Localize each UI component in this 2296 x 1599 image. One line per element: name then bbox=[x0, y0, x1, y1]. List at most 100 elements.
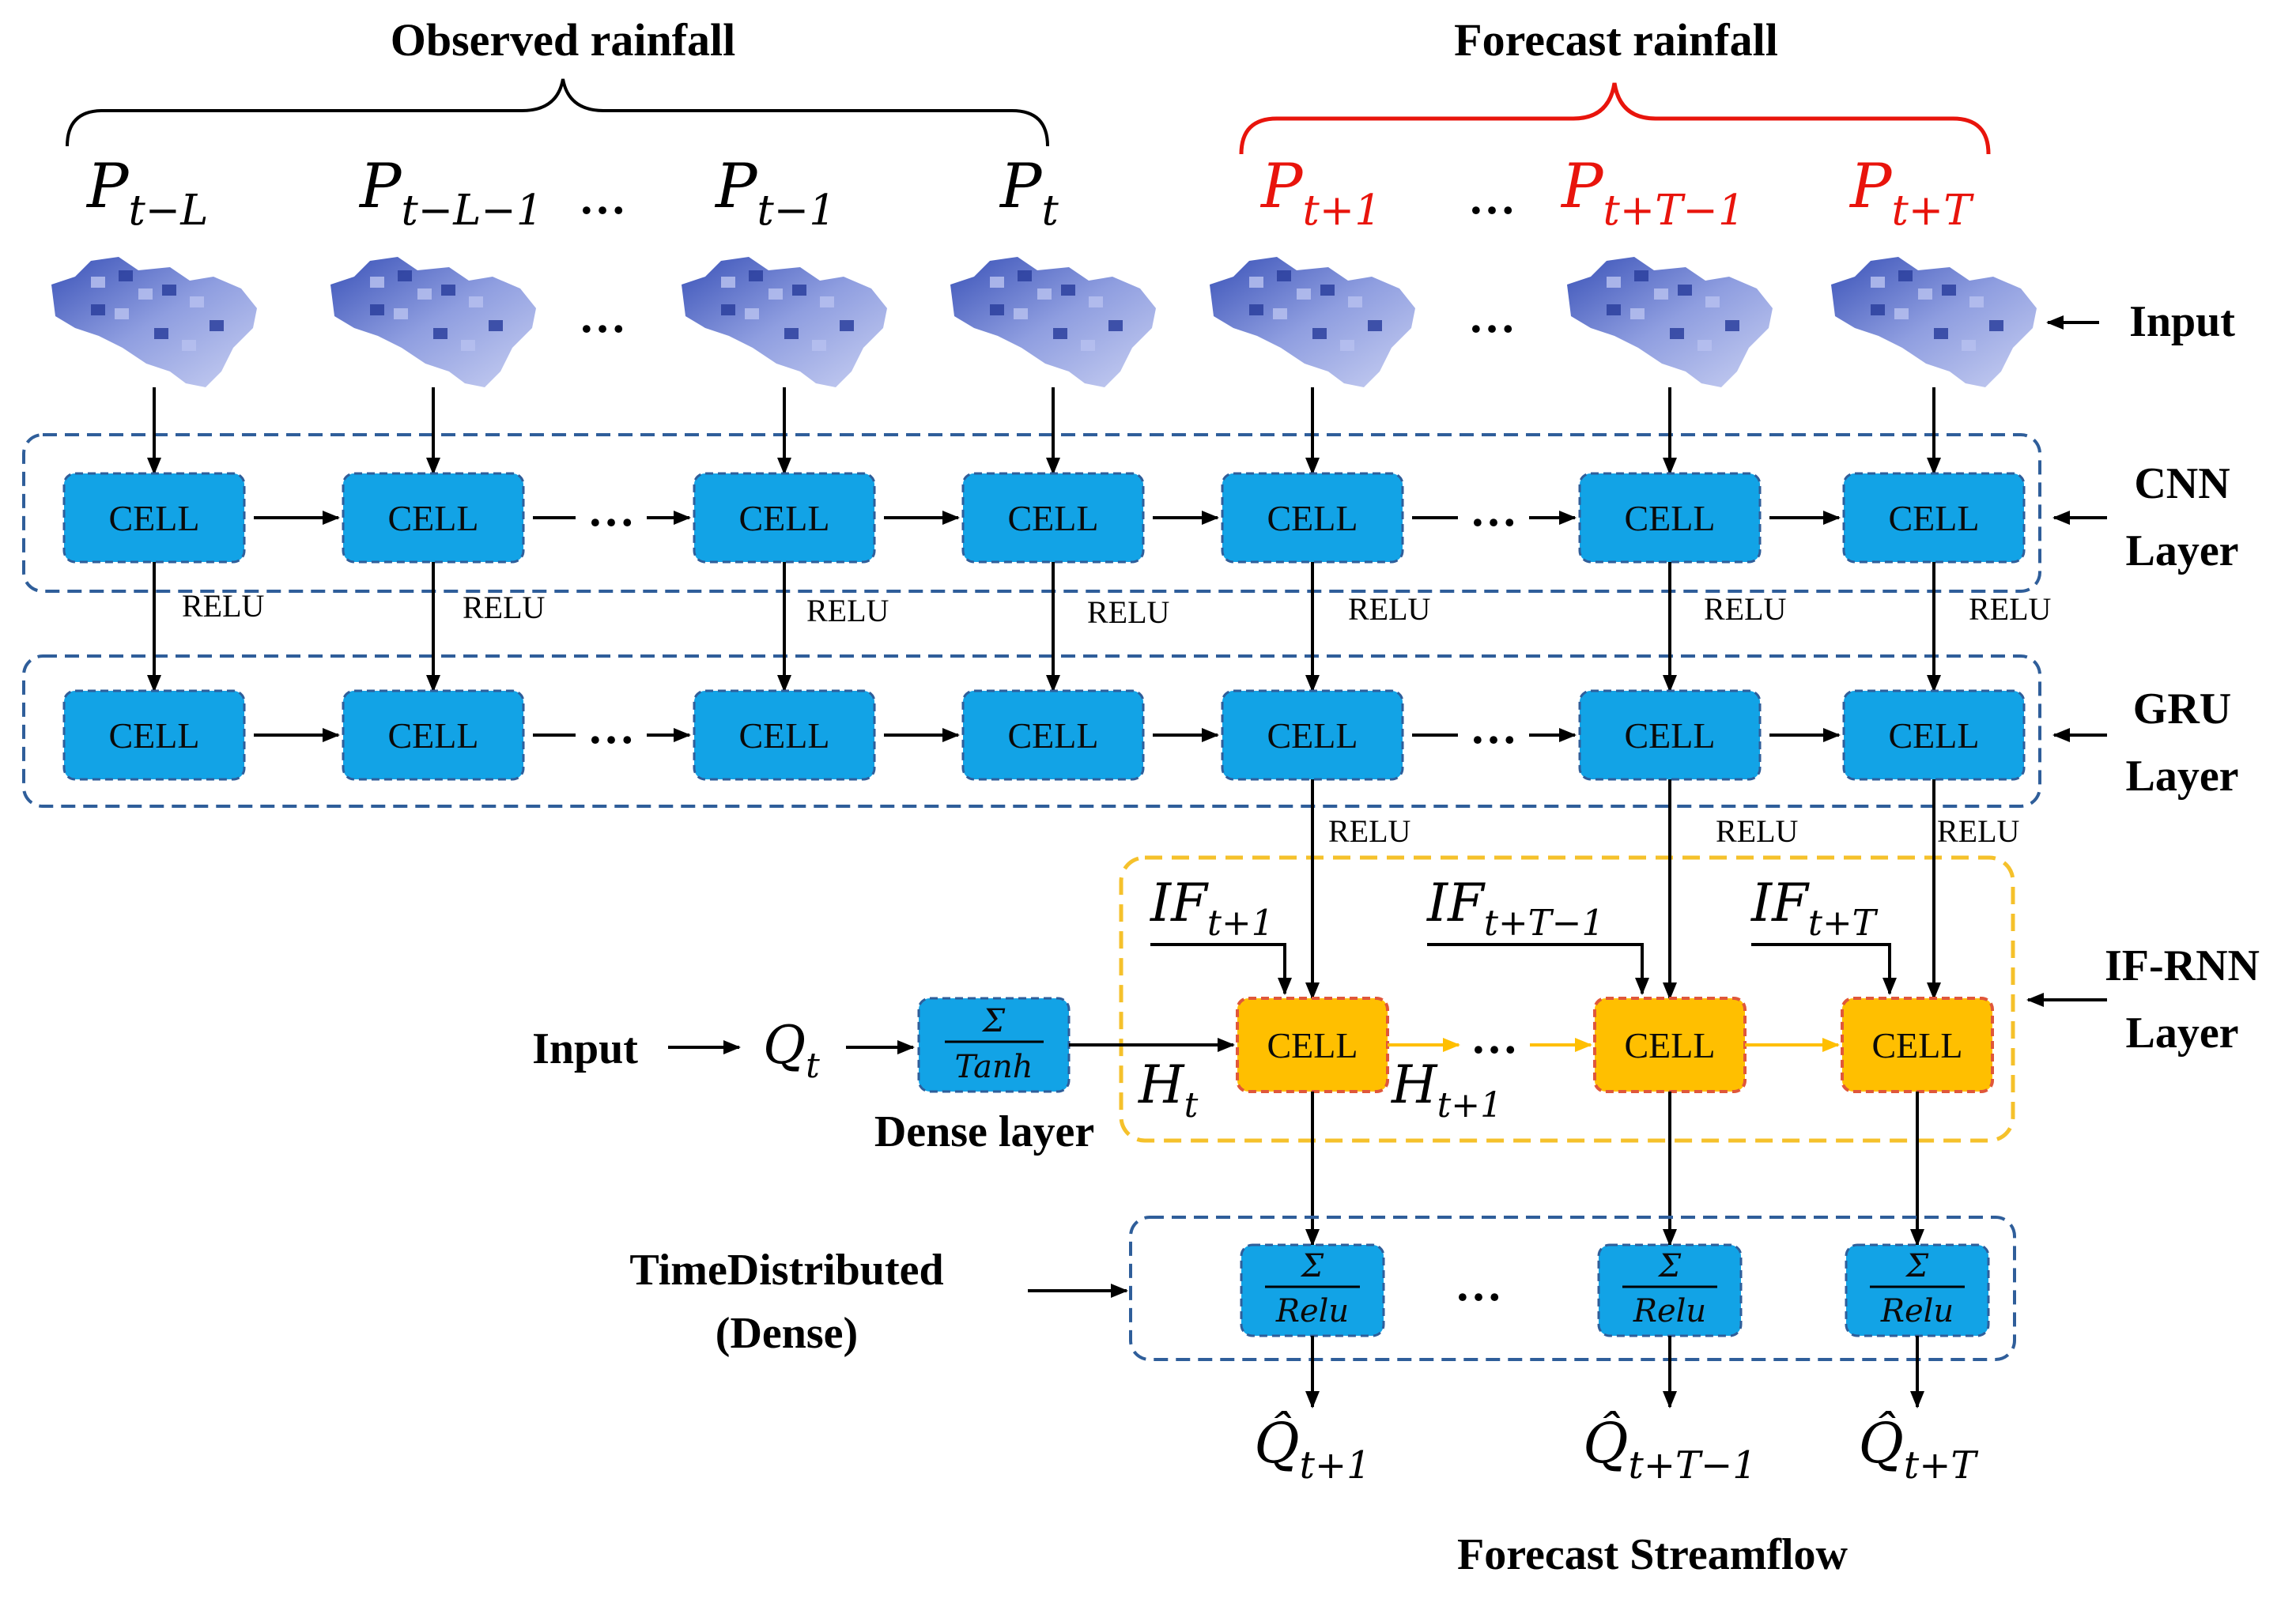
rainfall-map-pixel bbox=[138, 288, 153, 300]
cnn-cell-2-box bbox=[693, 472, 876, 564]
cnn-cell-1-box bbox=[342, 472, 525, 564]
rainfall-map-pixel bbox=[1108, 320, 1123, 331]
forecast-streamflow-title: Forecast Streamflow bbox=[1457, 1530, 1849, 1579]
rainfall-map-pixel bbox=[1697, 340, 1712, 351]
td-sigma-2: Σ bbox=[1905, 1248, 1929, 1284]
rainfall-map-pixel bbox=[1894, 308, 1909, 319]
rainfall-map-pixel bbox=[1607, 304, 1621, 315]
rainfall-map-pixel bbox=[1942, 285, 1956, 296]
rainfall-map-2 bbox=[682, 257, 887, 387]
td-func-0: Relu bbox=[1275, 1293, 1349, 1329]
rainfall-map-pixel bbox=[1312, 328, 1327, 339]
relu-label-cnn-1: RELU bbox=[463, 590, 546, 625]
rainfall-map-shape-3 bbox=[950, 257, 1156, 387]
rainfall-label-0: Pt−L bbox=[85, 151, 208, 235]
relu-label-gru-2: RELU bbox=[1937, 813, 2020, 849]
output-label-1: Q̂t+T−1 bbox=[1583, 1411, 1757, 1488]
gru-cell-2-label: CELL bbox=[739, 715, 830, 756]
gru-cell-0-box bbox=[62, 689, 246, 781]
rainfall-map-pixel bbox=[1249, 277, 1263, 288]
cnn-cell-0-box bbox=[62, 472, 246, 564]
rainfall-map-pixel bbox=[398, 270, 412, 281]
rainfall-map-4 bbox=[1210, 257, 1415, 387]
rainfall-map-pixel bbox=[1320, 285, 1335, 296]
hidden-state-ht1: Ht+1 bbox=[1391, 1054, 1502, 1126]
cnn-cell-1-label: CELL bbox=[388, 498, 479, 538]
cnn-cell-3-label: CELL bbox=[1008, 498, 1099, 538]
input-label: Input bbox=[2129, 297, 2235, 346]
cnn-layer-label-2: Layer bbox=[2125, 526, 2238, 575]
gru-layer-label-1: GRU bbox=[2133, 684, 2231, 734]
forecast-rainfall-title: Forecast rainfall bbox=[1454, 14, 1778, 66]
ellipsis-map-1: … bbox=[579, 290, 626, 342]
rainfall-label-3: Pt bbox=[999, 151, 1059, 235]
gru-ellipsis-4: … bbox=[1470, 701, 1517, 753]
dense-tanh-func: Tanh bbox=[955, 1049, 1033, 1085]
rainfall-map-pixel bbox=[1962, 340, 1976, 351]
ifrnn-cell-0-label: CELL bbox=[1267, 1025, 1358, 1065]
svg-text:Qt: Qt bbox=[763, 1015, 820, 1086]
if-input-arrow-1 bbox=[1427, 943, 1649, 995]
rainfall-map-pixel bbox=[119, 270, 133, 281]
rainfall-labels: Pt−L Pt−L−1 Pt−1 Pt Pt+1 Pt+T−1 Pt+T bbox=[85, 151, 1974, 235]
gru-cell-6-label: CELL bbox=[1889, 715, 1980, 756]
timedistributed-layer-box bbox=[1129, 1216, 2016, 1361]
rainfall-map-pixel bbox=[1081, 340, 1095, 351]
relu-label-cnn-4: RELU bbox=[1348, 591, 1431, 627]
gru-cell-1-label: CELL bbox=[388, 715, 479, 756]
rainfall-map-pixel bbox=[469, 296, 483, 307]
rainfall-map-pixel bbox=[990, 277, 1004, 288]
forecast-brace bbox=[1239, 82, 1991, 155]
relu-label-cnn-5: RELU bbox=[1704, 591, 1787, 627]
gru-cell-4-label: CELL bbox=[1267, 715, 1358, 756]
gru-cell-3-label: CELL bbox=[1008, 715, 1099, 756]
rainfall-map-pixel bbox=[1898, 270, 1913, 281]
rainfall-label-5: Pt+T−1 bbox=[1560, 151, 1745, 235]
rainfall-map-pixel bbox=[433, 328, 447, 339]
rainfall-map-pixel bbox=[1273, 308, 1287, 319]
timedist-label-2: (Dense) bbox=[716, 1309, 858, 1358]
rainfall-map-pixel bbox=[1089, 296, 1103, 307]
rainfall-map-pixel bbox=[1725, 320, 1739, 331]
rainfall-map-pixel bbox=[745, 308, 759, 319]
td-func-1: Relu bbox=[1633, 1293, 1706, 1329]
rainfall-map-pixel bbox=[1607, 277, 1621, 288]
rainfall-map-pixel bbox=[1368, 320, 1382, 331]
rainfall-map-pixel bbox=[162, 285, 176, 296]
rainfall-map-pixel bbox=[820, 296, 834, 307]
td-func-2: Relu bbox=[1880, 1293, 1954, 1329]
rainfall-map-pixel bbox=[1871, 304, 1885, 315]
timedistributed-cells: Σ Relu Q̂t+1 Σ Relu Q̂t+T−1 Σ Relu Q̂t+T bbox=[1240, 1243, 1990, 1488]
output-label-2: Q̂t+T bbox=[1859, 1411, 1979, 1488]
if-input-label-1: IFt+T−1 bbox=[1426, 873, 1604, 944]
rainfall-map-pixel bbox=[840, 320, 854, 331]
gru-cell-1-box bbox=[342, 689, 525, 781]
cnn-layer-label-1: CNN bbox=[2134, 459, 2230, 508]
rainfall-map-pixel bbox=[182, 340, 196, 351]
relu-label-cnn-0: RELU bbox=[182, 588, 265, 624]
cnn-layer-box bbox=[22, 433, 2041, 593]
rainfall-map-shape-4 bbox=[1210, 257, 1415, 387]
rainfall-map-pixel bbox=[721, 304, 735, 315]
ifrnn-cells: RELU IFt+1 CELL RELU IFt+T−1 CELL RELU IFt+T CEL… bbox=[1150, 779, 2020, 1246]
relu-label-cnn-2: RELU bbox=[806, 593, 889, 628]
gru-cell-2-box bbox=[693, 689, 876, 781]
rainfall-map-pixel bbox=[1348, 296, 1362, 307]
rainfall-map-pixel bbox=[1249, 304, 1263, 315]
rainfall-map-pixel bbox=[768, 288, 783, 300]
observed-brace bbox=[66, 78, 1049, 147]
if-input-label-2: IFt+T bbox=[1750, 873, 1879, 944]
rainfall-map-pixel bbox=[1871, 277, 1885, 288]
rainfall-label-1: Pt−L−1 bbox=[358, 151, 543, 235]
rainfall-map-6 bbox=[1831, 257, 2037, 387]
rainfall-map-pixel bbox=[489, 320, 503, 331]
cnn-cell-2-label: CELL bbox=[739, 498, 830, 538]
rainfall-map-pixel bbox=[1061, 285, 1075, 296]
rainfall-map-pixel bbox=[1678, 285, 1692, 296]
ellipsis-top-1: … bbox=[579, 172, 626, 224]
cnn-cell-5-label: CELL bbox=[1625, 498, 1716, 538]
output-label-0: Q̂t+1 bbox=[1254, 1411, 1370, 1488]
rainfall-map-pixel bbox=[115, 308, 129, 319]
relu-label-gru-0: RELU bbox=[1328, 813, 1411, 849]
rainfall-map-pixel bbox=[721, 277, 735, 288]
